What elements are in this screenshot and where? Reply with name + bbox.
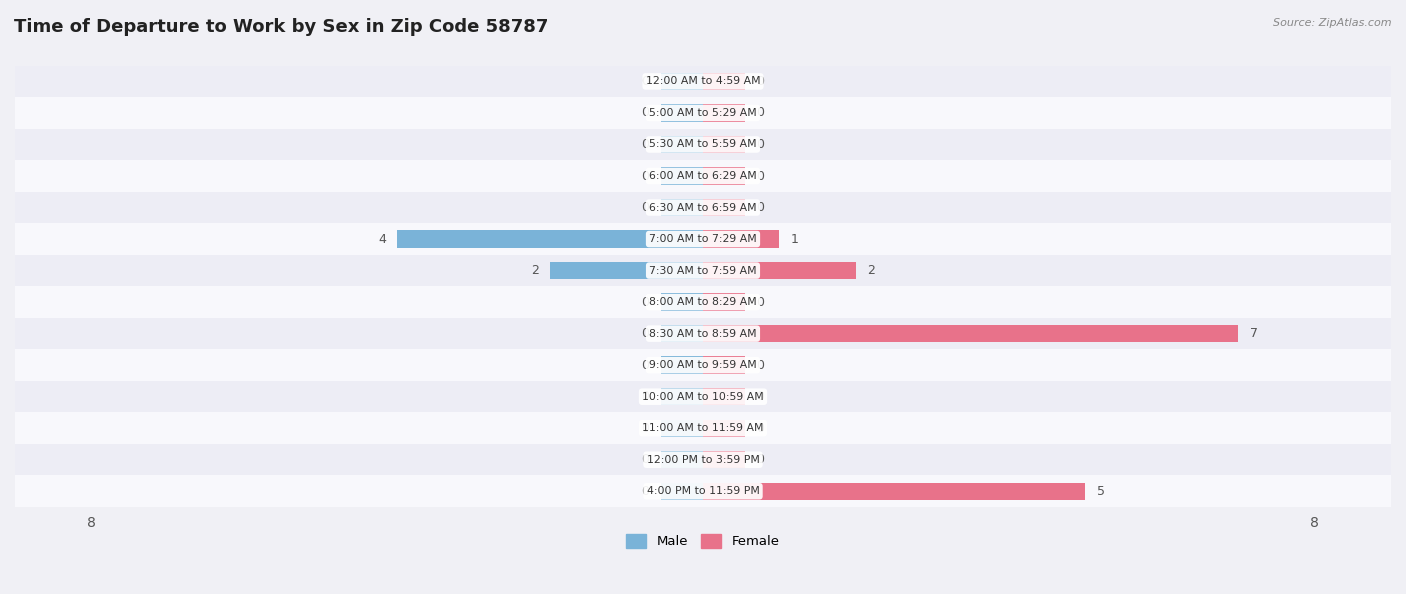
Bar <box>703 388 745 405</box>
Text: 0: 0 <box>641 390 650 403</box>
Text: 0: 0 <box>641 296 650 309</box>
Text: 0: 0 <box>756 453 765 466</box>
Text: 0: 0 <box>641 453 650 466</box>
Bar <box>661 136 703 153</box>
Text: 0: 0 <box>756 169 765 182</box>
Bar <box>0 66 1406 97</box>
Text: 8:30 AM to 8:59 AM: 8:30 AM to 8:59 AM <box>650 328 756 339</box>
Text: 10:00 AM to 10:59 AM: 10:00 AM to 10:59 AM <box>643 391 763 402</box>
Bar <box>661 199 703 216</box>
Legend: Male, Female: Male, Female <box>626 534 780 548</box>
Text: 8:00 AM to 8:29 AM: 8:00 AM to 8:29 AM <box>650 297 756 307</box>
Text: 0: 0 <box>641 106 650 119</box>
Text: 0: 0 <box>756 359 765 372</box>
Bar <box>0 286 1406 318</box>
Bar <box>703 168 745 185</box>
Bar <box>703 262 856 279</box>
Text: 4:00 PM to 11:59 PM: 4:00 PM to 11:59 PM <box>647 486 759 496</box>
Bar <box>661 293 703 311</box>
Bar <box>661 419 703 437</box>
Text: 0: 0 <box>641 359 650 372</box>
Bar <box>550 262 703 279</box>
Text: 0: 0 <box>641 169 650 182</box>
Bar <box>0 475 1406 507</box>
Text: 0: 0 <box>641 138 650 151</box>
Text: 4: 4 <box>378 233 385 245</box>
Bar <box>0 160 1406 192</box>
Text: 0: 0 <box>641 75 650 88</box>
Bar <box>703 451 745 469</box>
Text: 5:30 AM to 5:59 AM: 5:30 AM to 5:59 AM <box>650 140 756 150</box>
Bar <box>703 419 745 437</box>
Text: 7:00 AM to 7:29 AM: 7:00 AM to 7:29 AM <box>650 234 756 244</box>
Text: 11:00 AM to 11:59 AM: 11:00 AM to 11:59 AM <box>643 423 763 433</box>
Bar <box>0 381 1406 412</box>
Bar <box>703 105 745 122</box>
Bar <box>0 192 1406 223</box>
Text: 12:00 PM to 3:59 PM: 12:00 PM to 3:59 PM <box>647 455 759 465</box>
Text: 0: 0 <box>756 296 765 309</box>
Bar <box>0 255 1406 286</box>
Bar <box>0 444 1406 475</box>
Bar <box>661 482 703 500</box>
Bar <box>661 388 703 405</box>
Bar <box>661 451 703 469</box>
Text: 0: 0 <box>641 422 650 435</box>
Text: 7: 7 <box>1250 327 1257 340</box>
Text: 0: 0 <box>641 327 650 340</box>
Bar <box>703 293 745 311</box>
Bar <box>703 136 745 153</box>
Text: 6:30 AM to 6:59 AM: 6:30 AM to 6:59 AM <box>650 203 756 213</box>
Text: 9:00 AM to 9:59 AM: 9:00 AM to 9:59 AM <box>650 360 756 370</box>
Text: 5: 5 <box>1097 485 1105 498</box>
Text: Time of Departure to Work by Sex in Zip Code 58787: Time of Departure to Work by Sex in Zip … <box>14 18 548 36</box>
Text: 0: 0 <box>641 485 650 498</box>
Text: 1: 1 <box>792 233 799 245</box>
Bar <box>703 199 745 216</box>
Text: 2: 2 <box>531 264 538 277</box>
Bar <box>703 325 1239 342</box>
Bar <box>661 105 703 122</box>
Bar <box>0 97 1406 129</box>
Text: 2: 2 <box>868 264 875 277</box>
Bar <box>0 318 1406 349</box>
Text: 0: 0 <box>756 106 765 119</box>
Bar <box>703 230 779 248</box>
Bar <box>0 349 1406 381</box>
Bar <box>661 356 703 374</box>
Text: 0: 0 <box>756 138 765 151</box>
Text: 0: 0 <box>756 201 765 214</box>
Bar <box>0 412 1406 444</box>
Bar <box>703 482 1085 500</box>
Bar <box>0 223 1406 255</box>
Text: 0: 0 <box>756 390 765 403</box>
Text: 7:30 AM to 7:59 AM: 7:30 AM to 7:59 AM <box>650 266 756 276</box>
Bar <box>0 129 1406 160</box>
Bar <box>703 356 745 374</box>
Text: 5:00 AM to 5:29 AM: 5:00 AM to 5:29 AM <box>650 108 756 118</box>
Text: 12:00 AM to 4:59 AM: 12:00 AM to 4:59 AM <box>645 77 761 87</box>
Bar <box>703 73 745 90</box>
Bar <box>661 168 703 185</box>
Text: 0: 0 <box>756 422 765 435</box>
Text: 0: 0 <box>641 201 650 214</box>
Text: 6:00 AM to 6:29 AM: 6:00 AM to 6:29 AM <box>650 171 756 181</box>
Text: 0: 0 <box>756 75 765 88</box>
Text: Source: ZipAtlas.com: Source: ZipAtlas.com <box>1274 18 1392 28</box>
Bar <box>661 325 703 342</box>
Bar <box>398 230 703 248</box>
Bar <box>661 73 703 90</box>
